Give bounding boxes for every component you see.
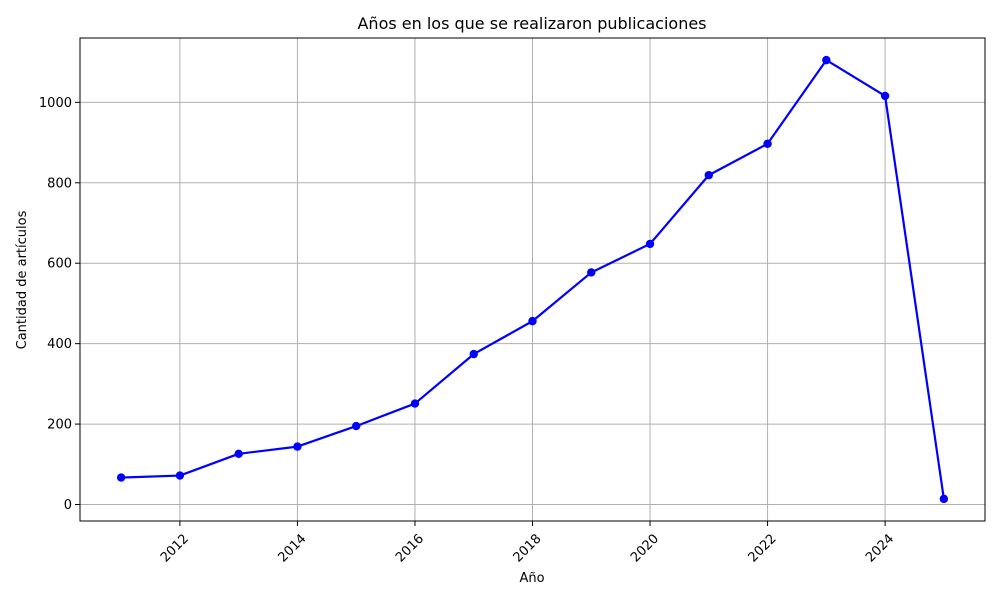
data-point xyxy=(293,442,302,451)
data-point xyxy=(116,473,126,482)
data-point xyxy=(939,494,949,504)
y-tick-label: 400 xyxy=(47,337,72,352)
y-tick-label: 200 xyxy=(47,418,72,433)
x-tick-label: 2022 xyxy=(746,531,780,565)
x-tick-label: 2012 xyxy=(158,531,192,565)
data-point xyxy=(352,421,361,431)
data-point xyxy=(469,349,478,359)
x-tick-label: 2014 xyxy=(275,531,309,565)
y-tick-label: 600 xyxy=(47,257,72,272)
data-point xyxy=(175,471,185,480)
data-point xyxy=(234,449,243,459)
x-tick-label: 2024 xyxy=(863,531,897,565)
data-point xyxy=(763,139,772,148)
y-tick-label: 800 xyxy=(47,176,72,191)
data-point xyxy=(704,170,713,180)
chart-title: Años en los que se realizaron publicacio… xyxy=(357,14,706,33)
x-tick-label: 2020 xyxy=(628,531,662,565)
x-tick-label: 2018 xyxy=(511,531,545,565)
data-point xyxy=(528,316,537,326)
x-tick-label: 2016 xyxy=(393,531,427,565)
data-point xyxy=(645,239,655,249)
grid xyxy=(80,38,985,521)
data-point xyxy=(880,91,890,101)
y-axis-ticks: 0 200 400 600 800 1000 xyxy=(39,96,80,513)
y-tick-label: 0 xyxy=(64,498,72,513)
x-axis-label: Año xyxy=(519,571,544,586)
series-layer xyxy=(116,55,949,504)
data-point xyxy=(822,55,831,65)
data-point xyxy=(587,268,596,277)
data-point xyxy=(410,399,420,408)
y-axis-label: Cantidad de artículos xyxy=(15,210,30,349)
x-axis-ticks: 2012 2014 2016 2018 2020 2022 2024 xyxy=(158,521,897,565)
y-tick-label: 1000 xyxy=(39,96,72,111)
